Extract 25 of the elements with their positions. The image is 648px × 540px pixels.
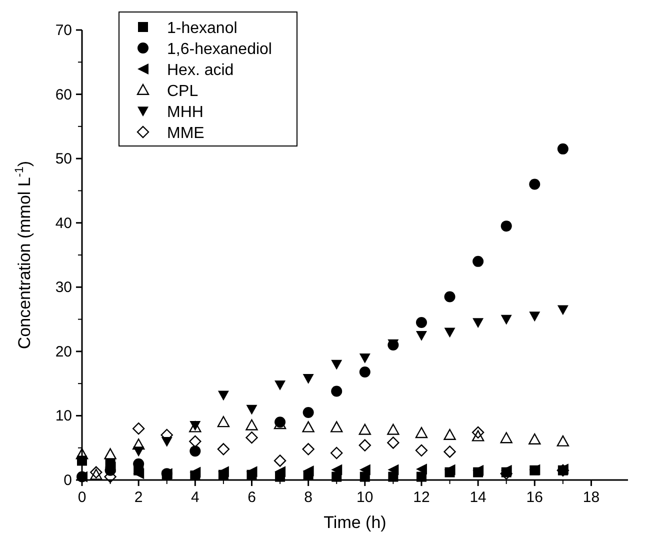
y-tick-label: 40 — [55, 214, 72, 232]
x-tick-label: 8 — [304, 489, 312, 506]
y-tick-label: 50 — [55, 150, 72, 168]
y-tick-label: 30 — [55, 279, 72, 296]
y-tick-label: 10 — [55, 408, 72, 425]
y-tick-label: 0 — [64, 472, 72, 489]
x-tick-label: 18 — [582, 489, 600, 506]
x-tick-label: 12 — [413, 489, 430, 506]
x-tick-label: 0 — [78, 489, 86, 506]
x-axis-title: Time (h) — [324, 513, 386, 532]
legend-label: MHH — [167, 104, 204, 121]
x-tick-label: 6 — [248, 489, 256, 506]
x-tick-label: 16 — [526, 489, 543, 506]
y-tick-label: 60 — [55, 86, 72, 104]
x-tick-label: 2 — [134, 489, 143, 506]
legend-label: Hex. acid — [167, 62, 234, 79]
legend-label: 1,6-hexanediol — [167, 41, 272, 58]
y-tick-label: 20 — [55, 343, 72, 360]
x-tick-label: 4 — [190, 489, 200, 506]
legend-label: MME — [167, 125, 204, 142]
legend-label: 1-hexanol — [167, 20, 238, 37]
legend-label: CPL — [167, 83, 198, 100]
y-tick-label: 70 — [55, 22, 72, 39]
x-tick-label: 10 — [356, 489, 374, 506]
x-tick-label: 14 — [470, 489, 486, 506]
